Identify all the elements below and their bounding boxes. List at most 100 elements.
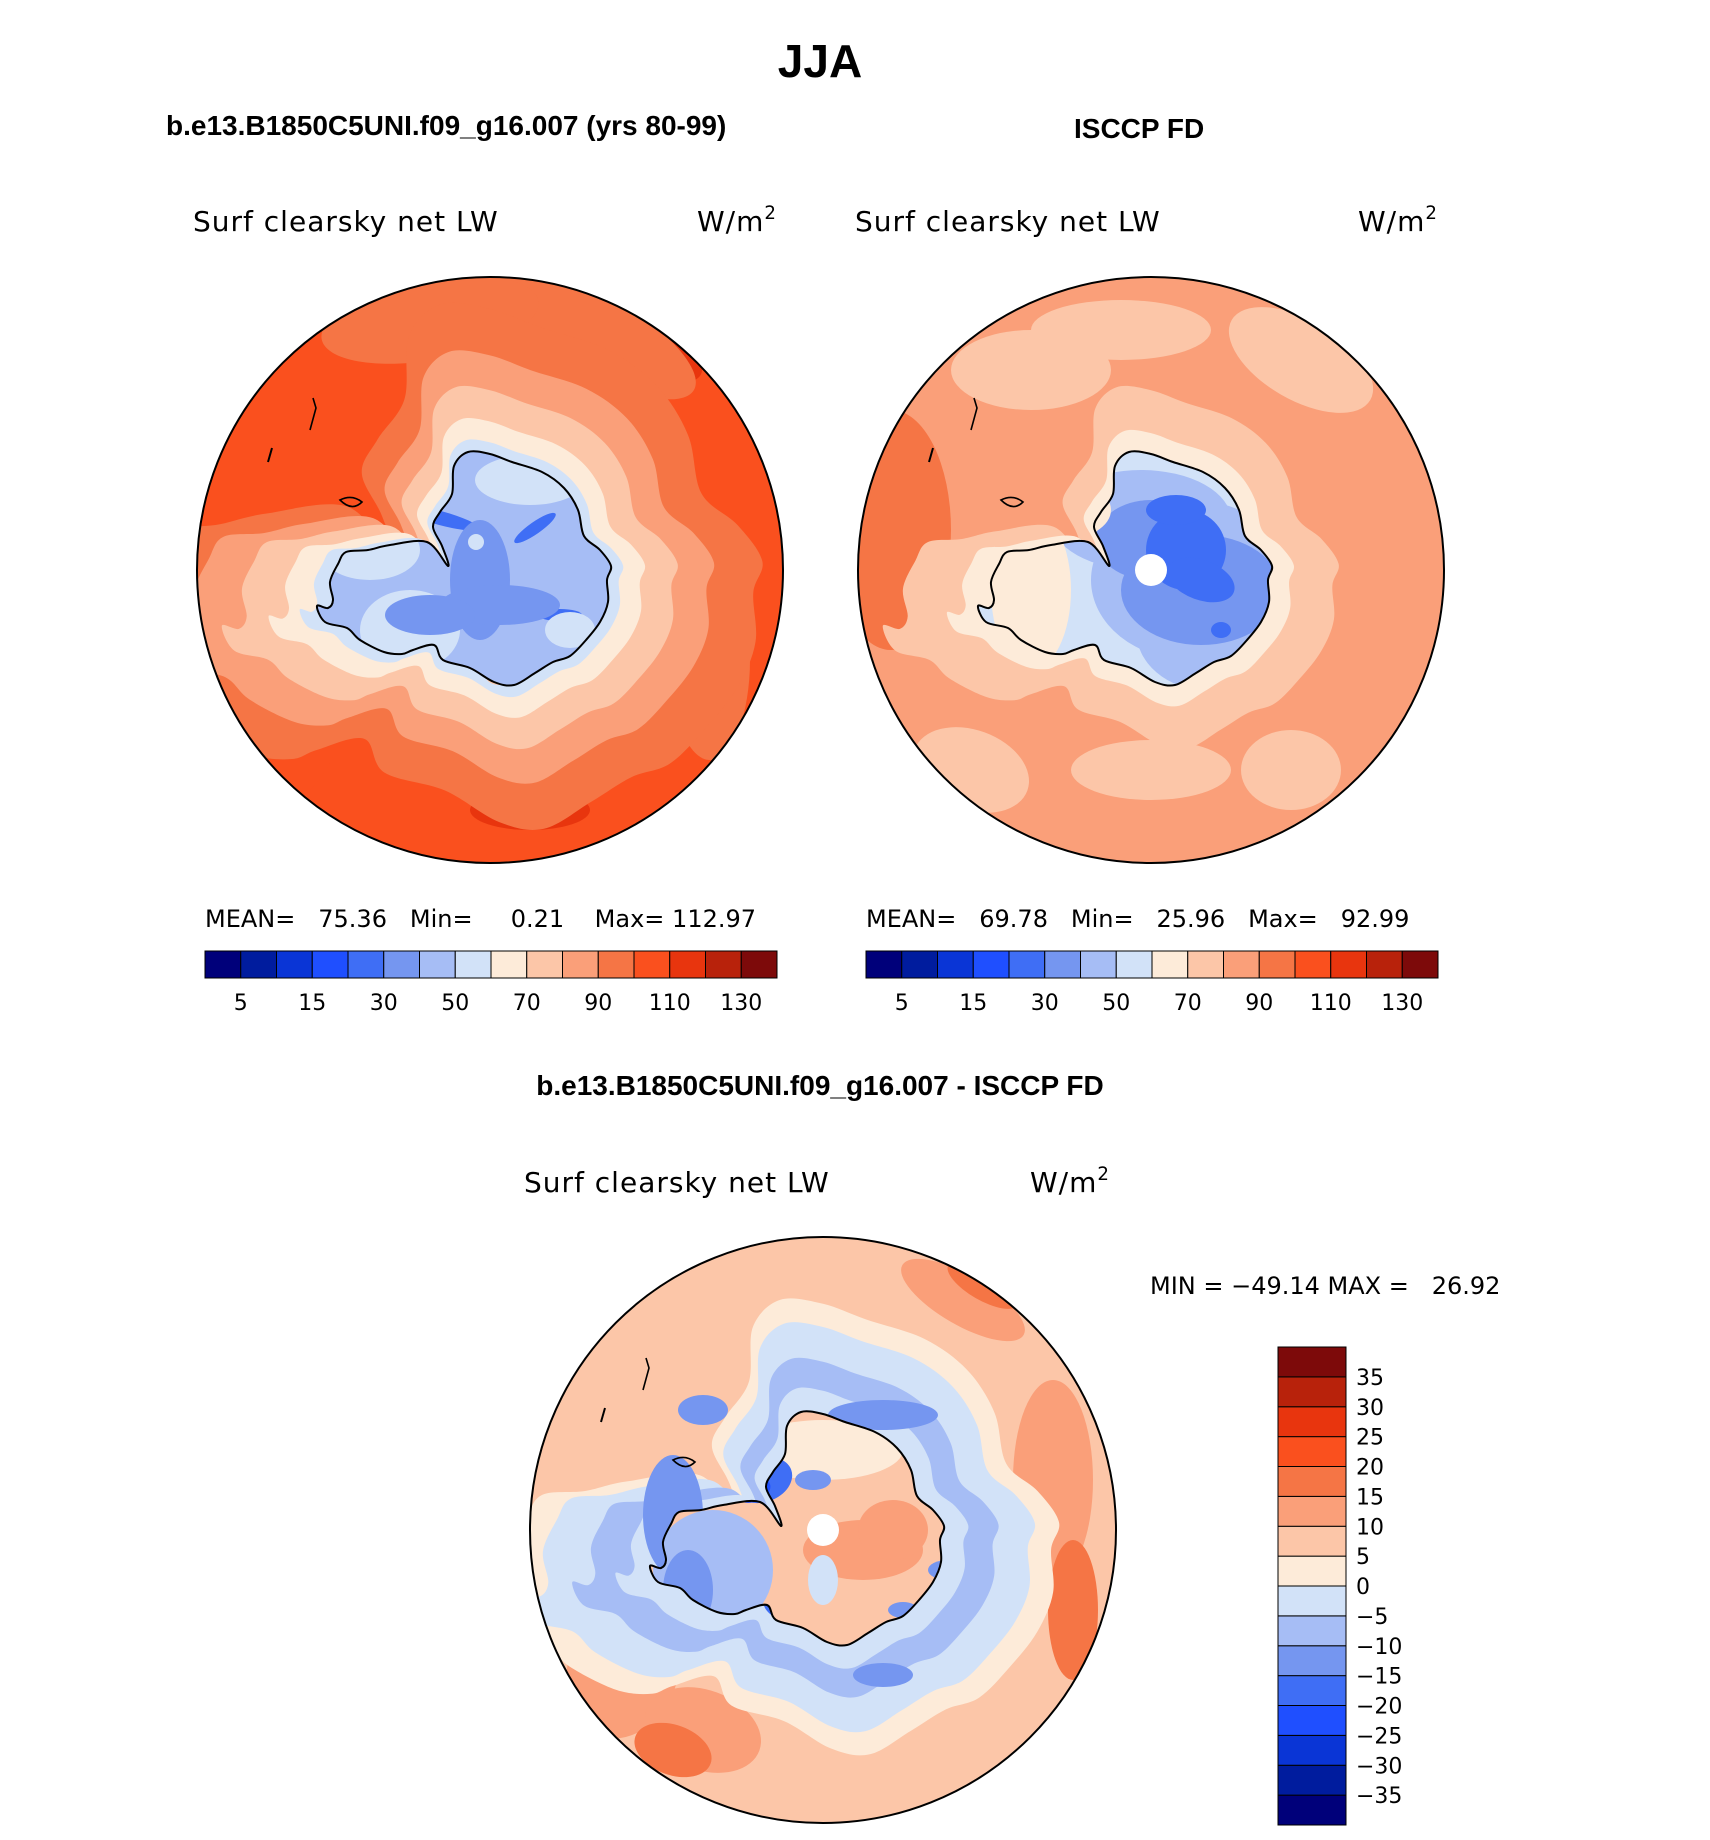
panel1-map (196, 276, 784, 864)
panel1-ice-shelf-outline (338, 496, 364, 508)
panel1-land-anomaly (514, 512, 556, 544)
panel2-colorbar-swatch (1008, 950, 1046, 979)
panel3-map (529, 1236, 1117, 1824)
panel3-units: W/m2 (1030, 1164, 1110, 1199)
panel3-colorbar-swatch (1277, 1555, 1347, 1587)
panel3-coastline (648, 1410, 946, 1647)
panel1-colorbar-tick-label: 110 (649, 991, 691, 1016)
panel2-colorbar-swatch (1187, 950, 1224, 979)
panel2-colorbar-swatch (1294, 950, 1332, 979)
panel2-colorbar-swatch (901, 950, 938, 979)
panel1-colorbar-swatch (740, 950, 778, 979)
panel1-colorbar-swatch (562, 950, 599, 979)
panel3-colorbar-swatch (1277, 1585, 1347, 1617)
panel1-units-base: W/m (697, 205, 765, 238)
panel3-units-base: W/m (1030, 1166, 1098, 1199)
panel2-coastline (976, 450, 1274, 687)
panel1-colorbar-swatch (347, 950, 385, 979)
panel2-colorbar-tick-label: 110 (1310, 991, 1352, 1016)
panel2-missing-data (1135, 554, 1167, 586)
panel3-colorbar-tick-label: −15 (1356, 1665, 1402, 1690)
panel2-mean-label: MEAN= (866, 905, 957, 933)
panel3-colorbar: 35 30 25 20 15 10 5 0 −5 −10 −15 −20 −25 −30 −35 (1277, 1346, 1402, 1826)
panel3-tierra-del-fuego (600, 1407, 606, 1423)
panel2-colorbar-tick-label: 15 (959, 991, 987, 1016)
panel1-max-label: Max= (594, 905, 665, 933)
panel2-units-base: W/m (1358, 205, 1426, 238)
panel2-island-outline (970, 397, 978, 431)
panel2-header: ISCCP FD (1074, 113, 1205, 144)
panel2-ocean-anomaly (1071, 740, 1231, 800)
panel3-land-anomaly (795, 1470, 831, 1490)
panel3-units-exp: 2 (1097, 1164, 1110, 1185)
panel1-colorbar-swatch (490, 950, 528, 979)
panel2-colorbar-swatch (1115, 950, 1153, 979)
panel3-colorbar-tick-label: −25 (1356, 1724, 1402, 1749)
panel2-ocean-anomaly (1228, 307, 1374, 413)
panel1-colorbar-swatch (454, 950, 492, 979)
panel3-shelf-anomaly (853, 1663, 913, 1687)
panel3-missing-data (807, 1514, 839, 1546)
panel1-land-anomaly (545, 612, 595, 648)
panel3-island-outline (642, 1357, 650, 1391)
panel3-colorbar-tick-label: 15 (1356, 1485, 1384, 1510)
panel2-colorbar-tick-label: 130 (1381, 991, 1423, 1016)
panel3-colorbar-swatch (1277, 1495, 1347, 1527)
panel3-colorbar-tick-label: 20 (1356, 1456, 1384, 1481)
panel2-mean-value: 69.78 (979, 905, 1048, 933)
panel2-ice-shelf-outline (999, 496, 1025, 508)
panel3-colorbar-tick-label: −30 (1356, 1754, 1402, 1779)
panel1-header: b.e13.B1850C5UNI.f09_g16.007 (yrs 80-99) (166, 110, 727, 141)
panel1-colorbar-swatch (526, 950, 563, 979)
panel1-land-anomaly (385, 595, 475, 635)
panel3-colorbar-swatch (1277, 1406, 1347, 1438)
panel2-colorbar-swatch (1223, 950, 1260, 979)
panel3-colorbar-tick-label: −35 (1356, 1784, 1402, 1809)
panel3-ocean-anomaly (901, 1258, 1025, 1342)
panel1-colorbar-tick-label: 15 (298, 991, 326, 1016)
panel3-ice-shelf-outline (671, 1456, 697, 1468)
panel2-land-anomaly (1211, 622, 1231, 638)
panel1-map-border (196, 276, 784, 864)
panel3-colorbar-tick-label: 30 (1356, 1396, 1384, 1421)
panel3-header: b.e13.B1850C5UNI.f09_g16.007 - ISCCP FD (536, 1070, 1104, 1101)
panel1-island-outline (309, 397, 317, 431)
panel1-units: W/m2 (697, 203, 777, 238)
panel1-coastline (315, 450, 613, 687)
panel3-colorbar-swatch (1277, 1525, 1347, 1557)
panel3-colorbar-tick-label: 0 (1356, 1575, 1370, 1600)
panel1-min-label: Min= (409, 905, 473, 933)
panel2-colorbar-swatch (1330, 950, 1367, 979)
panel2-colorbar: 5 15 30 50 70 90 110 130 (865, 950, 1439, 1016)
panel2-units-exp: 2 (1425, 203, 1438, 224)
panel2-land-anomaly (1146, 495, 1206, 525)
panel3-colorbar-tick-label: 10 (1356, 1515, 1384, 1540)
panel3-colorbar-tick-label: −5 (1356, 1605, 1388, 1630)
panel1-colorbar-swatch (240, 950, 277, 979)
panel2-min-value: 25.96 (1156, 905, 1226, 933)
panel3-colorbar-swatch (1277, 1346, 1347, 1378)
panel3-colorbar-swatch (1277, 1734, 1347, 1766)
panel3-shelf-anomaly (828, 1400, 938, 1430)
panel3-ocean-anomaly (634, 1722, 712, 1778)
panel2-map (857, 276, 1445, 864)
panel3-colorbar-swatch (1277, 1436, 1347, 1467)
panel3-shelf-anomaly (678, 1395, 728, 1425)
panel3-colorbar-swatch (1277, 1794, 1347, 1826)
panel1-colorbar-swatch (311, 950, 349, 979)
panel2-colorbar-swatch (1151, 950, 1189, 979)
panel2-colorbar-tick-label: 90 (1245, 991, 1273, 1016)
panel3-map-border (529, 1236, 1117, 1824)
panel3-colorbar-swatch (1277, 1764, 1347, 1796)
panel1-colorbar-swatch (597, 950, 635, 979)
panel2-max-value: 92.99 (1340, 905, 1410, 933)
panel2-colorbar-swatch (865, 950, 903, 979)
panel3-colorbar-swatch (1277, 1615, 1347, 1647)
panel2-ocean-anomaly (1241, 730, 1341, 810)
panel3-colorbar-tick-label: 35 (1356, 1366, 1384, 1391)
panel1-units-exp: 2 (764, 203, 777, 224)
panel2-colorbar-swatch (1258, 950, 1296, 979)
panel3-colorbar-swatch (1277, 1645, 1347, 1677)
panel2-colorbar-swatch (937, 950, 974, 979)
panel2-map-border (857, 276, 1445, 864)
